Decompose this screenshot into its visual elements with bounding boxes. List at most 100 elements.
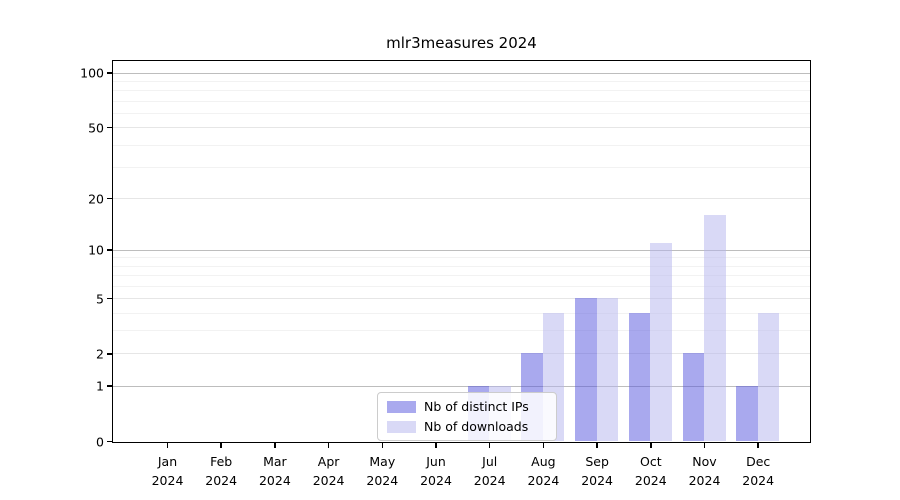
x-tick-mark-feb	[220, 443, 222, 448]
gridline-minor	[113, 330, 810, 332]
x-tick-year: 2024	[634, 473, 667, 488]
y-tick-mark-0	[107, 440, 112, 443]
x-tick-label-jun: Jun 2024	[404, 452, 468, 490]
y-tick-mark-50	[107, 126, 112, 129]
x-tick-year: 2024	[527, 473, 560, 488]
gridline-1	[113, 385, 810, 387]
x-tick-label-mar: Mar 2024	[243, 452, 307, 490]
gridline-minor	[113, 275, 810, 277]
bar-downloads-sep	[596, 298, 619, 441]
x-tick-month: May	[369, 454, 396, 469]
x-tick-label-aug: Aug 2024	[511, 452, 575, 490]
x-tick-mark-aug	[542, 443, 545, 448]
x-tick-month: Sep	[585, 454, 609, 469]
x-tick-year: 2024	[742, 473, 775, 488]
gridline-10	[113, 249, 810, 251]
x-tick-mark-may	[381, 443, 384, 448]
gridline-2	[113, 353, 810, 355]
x-tick-label-apr: Apr 2024	[297, 452, 361, 490]
legend-label-downloads: Nb of downloads	[424, 419, 529, 434]
y-tick-mark-100	[107, 72, 112, 74]
y-tick-label-20: 20	[88, 191, 104, 207]
y-tick-label-100: 100	[80, 65, 104, 81]
x-tick-month: Feb	[210, 454, 233, 469]
plot-area	[112, 60, 811, 443]
bar-downloads-nov	[704, 214, 726, 441]
x-tick-label-dec: Dec 2024	[726, 452, 790, 490]
gridline-minor	[113, 100, 810, 102]
x-tick-mark-jan	[166, 443, 169, 448]
bar-ips-dec	[736, 385, 758, 441]
x-tick-label-may: May 2024	[350, 452, 414, 490]
gridline-minor	[113, 312, 810, 314]
gridline-20	[113, 198, 810, 200]
gridline-minor	[113, 81, 810, 83]
legend-item-downloads: Nb of downloads	[387, 419, 556, 434]
gridline-minor	[113, 257, 810, 259]
x-tick-month: Jan	[157, 454, 178, 469]
y-tick-mark-1	[107, 385, 112, 387]
x-tick-mark-oct	[650, 443, 652, 448]
x-tick-year: 2024	[258, 473, 291, 488]
bar-ips-nov	[682, 353, 704, 441]
x-tick-mark-apr	[327, 443, 330, 448]
x-tick-mark-mar	[274, 443, 276, 448]
bar-downloads-dec	[757, 312, 780, 441]
gridline-minor	[113, 112, 810, 114]
x-tick-year: 2024	[688, 473, 721, 488]
x-tick-month: Nov	[692, 454, 717, 469]
gridline-minor	[113, 285, 810, 287]
x-tick-month: Jun	[426, 454, 446, 469]
legend-swatch-distinct-ips	[387, 400, 416, 413]
x-tick-label-oct: Oct 2024	[619, 452, 683, 490]
x-tick-label-nov: Nov 2024	[673, 452, 737, 490]
bar-downloads-oct	[650, 242, 672, 441]
y-tick-label-5: 5	[96, 291, 104, 307]
chart-title: mlr3measures 2024	[386, 34, 537, 52]
x-tick-mark-nov	[703, 443, 706, 448]
bar-ips-sep	[575, 298, 597, 441]
x-tick-mark-sep	[596, 443, 598, 448]
y-tick-label-50: 50	[88, 120, 104, 136]
y-tick-label-0: 0	[96, 434, 104, 449]
x-tick-month: Jul	[482, 454, 498, 469]
gridline-minor	[113, 265, 810, 267]
x-tick-label-sep: Sep 2024	[565, 452, 629, 490]
x-tick-year: 2024	[366, 473, 399, 488]
x-tick-year: 2024	[473, 473, 506, 488]
x-tick-label-jul: Jul 2024	[458, 452, 522, 490]
gridline-50	[113, 127, 810, 129]
legend-item-distinct-ips: Nb of distinct IPs	[387, 399, 556, 414]
y-tick-mark-20	[107, 197, 112, 200]
x-tick-year: 2024	[581, 473, 613, 488]
y-tick-label-2: 2	[96, 346, 104, 362]
x-tick-year: 2024	[420, 473, 452, 488]
gridline-5	[113, 298, 810, 300]
x-tick-mark-jun	[435, 443, 437, 448]
legend-label-distinct-ips: Nb of distinct IPs	[424, 399, 529, 414]
x-tick-month: Apr	[317, 454, 340, 469]
gridline-minor	[113, 144, 810, 146]
x-tick-label-jan: Jan 2024	[136, 452, 200, 490]
x-tick-year: 2024	[151, 473, 184, 488]
gridline-minor	[113, 90, 810, 92]
x-tick-month: Mar	[263, 454, 287, 469]
y-tick-label-1: 1	[96, 378, 104, 394]
y-tick-mark-10	[107, 249, 112, 251]
x-tick-month: Dec	[746, 454, 771, 469]
x-tick-month: Aug	[531, 454, 556, 469]
x-tick-mark-dec	[757, 443, 759, 448]
x-tick-month: Oct	[639, 454, 662, 469]
x-tick-mark-jul	[488, 443, 491, 448]
gridline-minor	[113, 166, 810, 168]
legend: Nb of distinct IPs Nb of downloads	[377, 392, 557, 441]
y-tick-label-10: 10	[88, 242, 104, 258]
legend-swatch-downloads	[387, 420, 416, 433]
bar-ips-oct	[628, 312, 651, 441]
x-tick-label-feb: Feb 2024	[189, 452, 253, 490]
x-tick-year: 2024	[205, 473, 238, 488]
gridline-100	[113, 72, 810, 74]
x-tick-year: 2024	[312, 473, 345, 488]
y-tick-mark-5	[107, 297, 112, 300]
